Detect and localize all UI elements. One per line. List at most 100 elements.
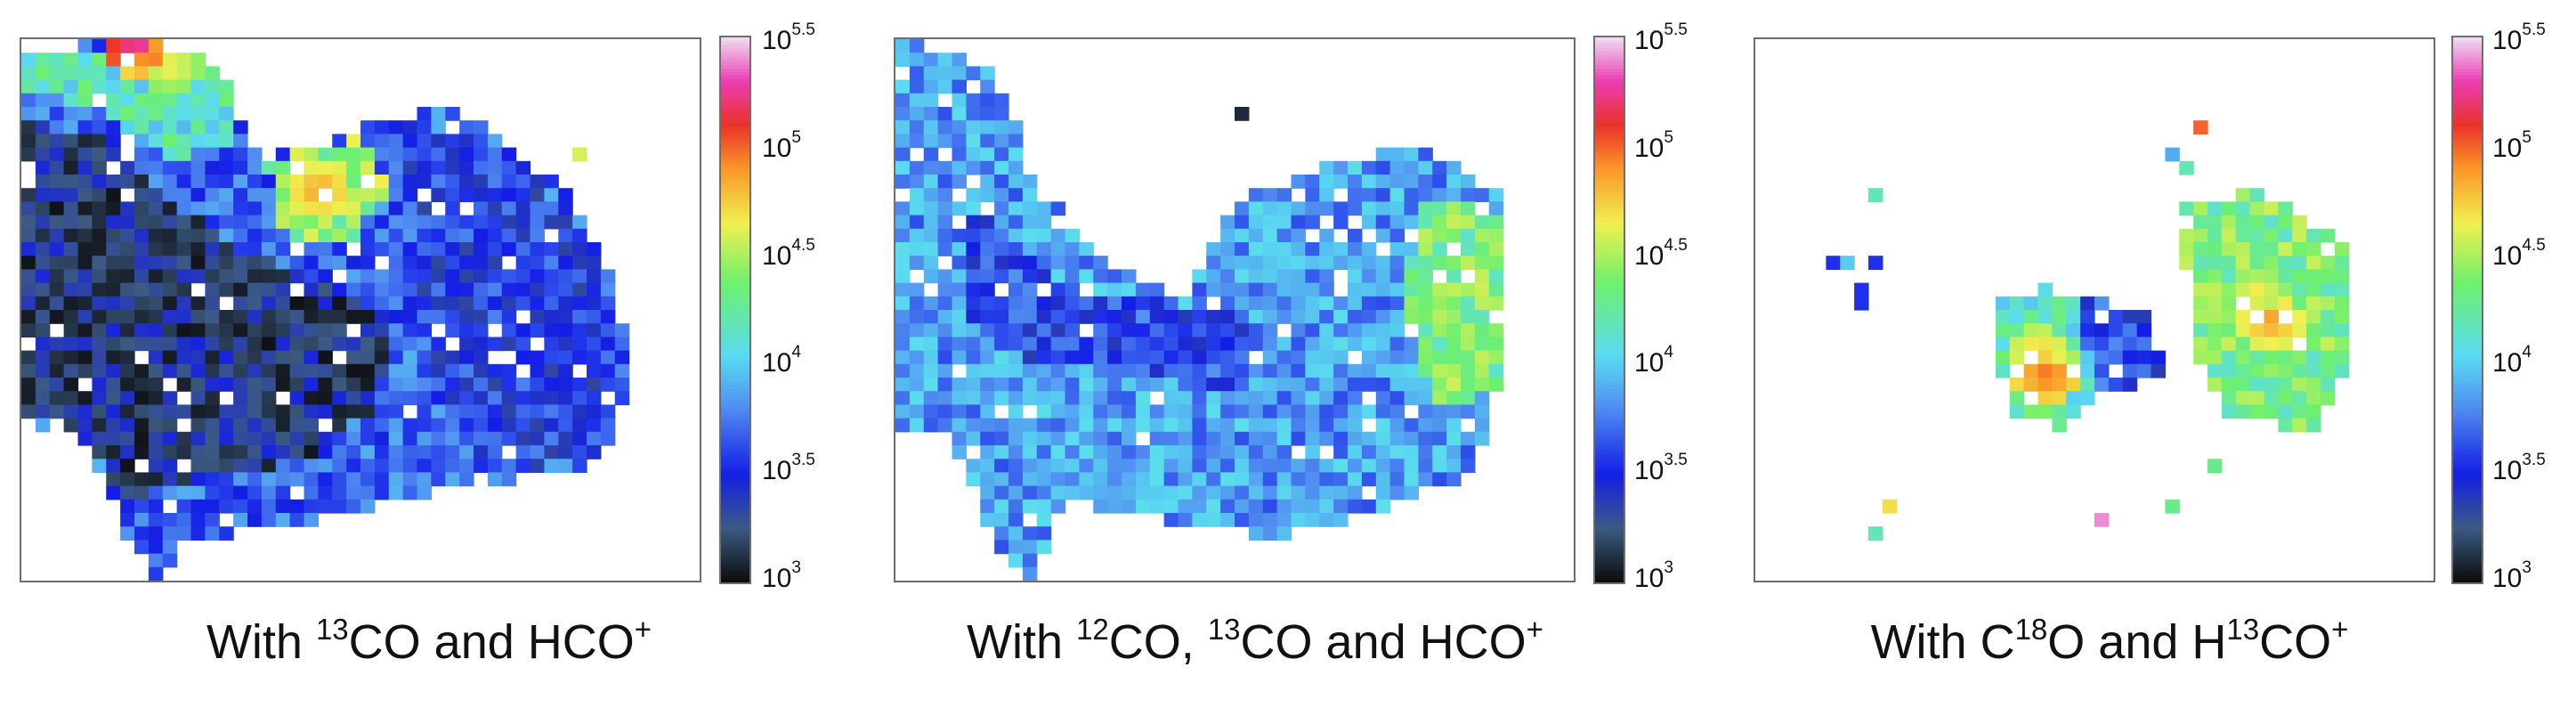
heatmap-cell (2278, 337, 2293, 352)
heatmap-cell (261, 418, 277, 433)
heatmap-cell (1474, 269, 1490, 284)
heatmap-cell (2306, 228, 2321, 243)
heatmap-cell (1235, 228, 1250, 243)
heatmap-cell (587, 323, 602, 338)
heatmap-cell (176, 175, 192, 189)
heatmap-cell (1050, 363, 1066, 378)
heatmap-cell (1474, 323, 1490, 338)
heatmap-cell (49, 282, 65, 297)
heatmap-cell (1163, 499, 1179, 514)
heatmap-cell (176, 256, 192, 270)
heatmap-cell (247, 391, 263, 405)
colorbar-swatch (2453, 446, 2482, 451)
heatmap-cell (1220, 499, 1235, 514)
colorbar-swatch (1595, 555, 1624, 559)
heatmap-cell (1404, 160, 1419, 175)
colorbar-swatch (721, 92, 749, 96)
colorbar-swatch (721, 204, 749, 208)
heatmap-cell (1192, 282, 1207, 297)
heatmap-cell (374, 147, 390, 162)
heatmap-cell (92, 378, 107, 392)
heatmap-cell (445, 215, 460, 230)
heatmap-cell (558, 228, 573, 243)
heatmap-cell (1375, 418, 1391, 433)
heatmap-cell (92, 215, 107, 230)
heatmap-cell (1361, 188, 1377, 202)
heatmap-cell (332, 242, 347, 256)
heatmap-cell (2080, 363, 2095, 378)
heatmap-cell (1361, 323, 1377, 338)
heatmap-cell (1319, 188, 1334, 202)
colorbar-swatch (721, 57, 749, 62)
heatmap-cell (1009, 404, 1024, 419)
heatmap-cell (21, 93, 36, 108)
heatmap-1 (20, 37, 701, 582)
colorbar-swatch (2453, 234, 2482, 240)
heatmap-cell (1418, 228, 1433, 243)
colorbar-swatch (721, 402, 749, 406)
heatmap-cell (1235, 282, 1250, 297)
colorbar-swatch (1595, 572, 1624, 576)
heatmap-cell (1305, 418, 1320, 433)
heatmap-cell (1348, 418, 1363, 433)
heatmap-cell (304, 147, 319, 162)
colorbar-swatch (1595, 85, 1624, 89)
heatmap-cell (487, 160, 503, 175)
heatmap-cell (1418, 256, 1433, 270)
colorbar-tick-label: 103 (762, 558, 801, 593)
colorbar-swatch (1595, 524, 1624, 529)
heatmap-cell (176, 53, 192, 67)
heatmap-cell (1036, 431, 1052, 446)
colorbar-swatch (2453, 428, 2482, 434)
heatmap-cell (2207, 269, 2223, 284)
heatmap-cell (275, 337, 291, 352)
colorbar-swatch (721, 77, 749, 83)
heatmap-cell (346, 134, 361, 149)
heatmap-cell (205, 188, 220, 202)
colorbar-swatch (1595, 200, 1624, 206)
heatmap-cell (1107, 418, 1122, 433)
heatmap-cell (205, 513, 220, 527)
heatmap-cell (1163, 459, 1179, 473)
heatmap-cell (1446, 215, 1462, 230)
heatmap-cell (1262, 350, 1278, 365)
heatmap-cell (1122, 296, 1137, 311)
heatmap-cell (289, 296, 305, 311)
colorbar-swatch (1595, 289, 1624, 294)
heatmap-cell (388, 485, 404, 500)
heatmap-cell (1333, 310, 1349, 324)
colorbar-swatch (2453, 180, 2482, 185)
heatmap-cell (219, 107, 234, 121)
heatmap-cell (275, 256, 291, 270)
heatmap-cell (1404, 256, 1419, 270)
colorbar-swatch (1595, 361, 1624, 365)
heatmap-cell (289, 513, 305, 527)
heatmap-cell (895, 107, 911, 121)
heatmap-cell (1375, 431, 1391, 446)
colorbar-swatch (1595, 47, 1624, 52)
heatmap-pixel (1854, 296, 1869, 311)
heatmap-cell (205, 418, 220, 433)
heatmap-cell (106, 188, 121, 202)
heatmap-cell (2235, 282, 2251, 297)
heatmap-cell (219, 418, 234, 433)
heatmap-cell (2278, 296, 2293, 311)
colorbar-swatch (1595, 435, 1624, 440)
heatmap-cell (1276, 526, 1292, 541)
heatmap-cell (1291, 337, 1306, 352)
heatmap-cell (530, 215, 545, 230)
heatmap-cell (77, 147, 93, 162)
heatmap-cell (402, 431, 418, 446)
heatmap-cell (2037, 350, 2053, 365)
heatmap-cell (1319, 472, 1334, 487)
heatmap-cell (332, 147, 347, 162)
heatmap-cell (233, 160, 248, 175)
heatmap-cell (895, 215, 911, 230)
heatmap-cell (572, 228, 587, 243)
heatmap-cell (2321, 228, 2336, 243)
colorbar-swatch (1595, 191, 1624, 195)
heatmap-cell (176, 431, 192, 446)
heatmap-cell (2249, 188, 2265, 202)
heatmap-cell (1262, 499, 1278, 514)
heatmap-cell (1432, 296, 1447, 311)
